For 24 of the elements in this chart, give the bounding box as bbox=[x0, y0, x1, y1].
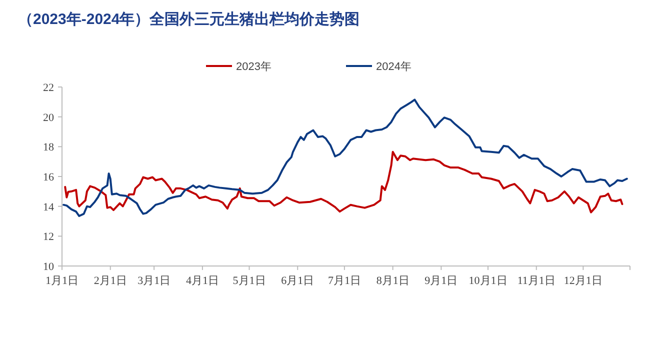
line-series bbox=[62, 98, 628, 218]
y-tick-label: 10 bbox=[43, 261, 54, 273]
y-tick-label: 14 bbox=[43, 201, 54, 214]
y-tick-label: 16 bbox=[43, 172, 54, 184]
legend-label: 2024年 bbox=[376, 61, 412, 73]
x-tick-label: 6月1日 bbox=[281, 275, 314, 287]
x-tick-label: 11月1日 bbox=[517, 275, 556, 287]
x-tick-label: 4月1日 bbox=[186, 275, 219, 287]
x-tick-label: 9月1日 bbox=[424, 275, 458, 287]
x-tick-label: 1月1日 bbox=[46, 275, 78, 287]
chart-title: （2023年-2024年）全国外三元生猪出栏均价走势图 bbox=[18, 11, 360, 28]
x-tick-label: 5月1日 bbox=[232, 275, 266, 287]
x-tick-label: 2月1日 bbox=[94, 275, 127, 287]
legend-label: 2023年 bbox=[236, 61, 272, 73]
y-tick-label: 12 bbox=[43, 231, 54, 244]
x-tick-label: 3月1日 bbox=[138, 275, 171, 287]
y-tick-label: 22 bbox=[43, 82, 54, 94]
y-tick-label: 18 bbox=[43, 142, 54, 154]
x-tick-label: 7月1日 bbox=[328, 275, 361, 287]
x-tick-label: 8月1日 bbox=[376, 275, 410, 287]
line-series bbox=[64, 150, 624, 214]
x-tick-label: 12月1日 bbox=[564, 275, 602, 287]
y-tick-label: 20 bbox=[43, 112, 54, 124]
x-tick-label: 10月1日 bbox=[468, 275, 508, 287]
